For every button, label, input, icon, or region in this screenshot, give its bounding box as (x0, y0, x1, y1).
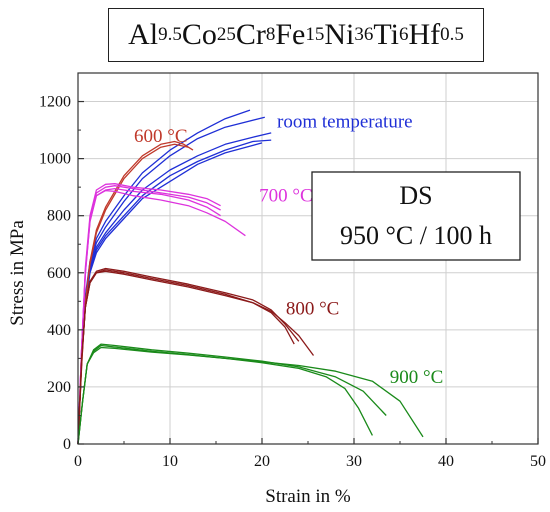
stress-strain-curve (77, 270, 315, 445)
y-tick-label: 200 (47, 379, 71, 396)
annotation-line-1: DS (399, 181, 432, 210)
y-tick-label: 0 (63, 436, 71, 453)
series-label: 900 °C (390, 367, 444, 388)
annotation-box: DS 950 °C / 100 h (311, 171, 521, 261)
y-tick-label: 1000 (39, 151, 71, 168)
x-tick-label: 50 (530, 453, 546, 470)
y-tick-label: 600 (47, 265, 71, 282)
x-tick-label: 10 (162, 453, 178, 470)
series-label: 600 °C (134, 126, 188, 147)
stress-strain-curve (77, 346, 424, 445)
stress-strain-curve (77, 344, 373, 445)
title-subscript: 36 (354, 24, 374, 45)
annotation-line-2: 950 °C / 100 h (340, 221, 492, 250)
series-label: room temperature (277, 112, 413, 133)
title-subscript: 25 (216, 24, 236, 45)
curves (77, 109, 424, 445)
y-axis-label: Stress in MPa (7, 220, 28, 326)
title-element: Al (128, 18, 159, 51)
stress-strain-curve (77, 267, 300, 445)
title-element: Fe (275, 18, 306, 51)
y-tick-label: 400 (47, 322, 71, 339)
title-element: Cr (235, 18, 266, 51)
title-subscript: 9.5 (158, 24, 182, 45)
series-label: 800 °C (286, 298, 340, 319)
x-tick-label: 0 (74, 453, 82, 470)
series-label: 700 °C (259, 186, 313, 207)
axis-ticks: 0 10 20 30 40 50 0 200 400 600 800 1000 1200 (39, 94, 546, 470)
x-tick-label: 40 (438, 453, 454, 470)
stress-strain-curve (77, 139, 272, 445)
stress-strain-curve (77, 189, 246, 445)
title-subscript: 8 (265, 24, 276, 45)
chart-title: Al 9.5 Co 25 Cr 8 Fe 15 Ni 36 Ti 6 Hf 0.5 (108, 8, 484, 62)
title-element: Co (181, 18, 217, 51)
title-element: Ni (324, 18, 355, 51)
title-element: Ti (373, 18, 399, 51)
series-labels: room temperature 600 °C 700 °C 800 °C 900 °C (134, 112, 443, 388)
x-tick-label: 20 (254, 453, 270, 470)
x-axis-label: Strain in % (265, 486, 351, 507)
title-subscript: 15 (305, 24, 325, 45)
title-subscript: 0.5 (440, 24, 464, 45)
x-tick-label: 30 (346, 453, 362, 470)
y-tick-label: 800 (47, 208, 71, 225)
y-tick-label: 1200 (39, 94, 71, 111)
title-element: Hf (408, 18, 441, 51)
stress-strain-curve (77, 132, 272, 445)
title-subscript: 6 (398, 24, 409, 45)
